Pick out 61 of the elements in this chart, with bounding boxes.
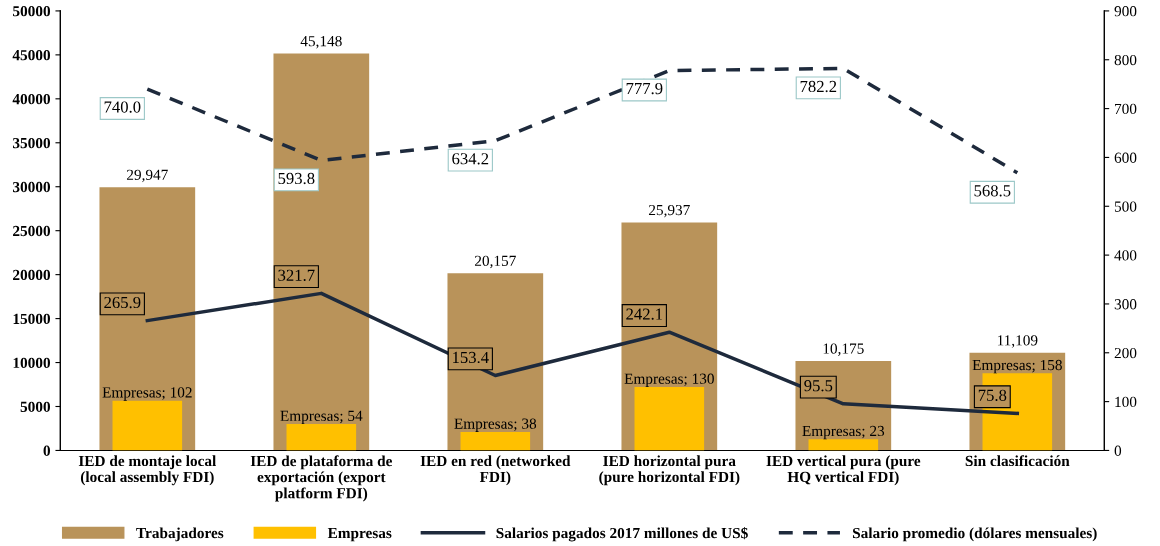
data-label: 10,175 [823,343,864,356]
data-label: 153.4 [453,351,489,364]
y2-tick-label: 500 [1114,201,1137,212]
x-tick-label: IED horizontal pura (pure horizontal FDI) [599,455,740,486]
x-tick-label: IED en red (networked FDI) [420,455,571,486]
data-label: 568.5 [974,185,1011,197]
y-tick-label: 10000 [13,357,51,368]
x-tick-label: IED de plataforma de exportación (export platform FDI) [250,455,393,502]
data-label: 782.2 [800,80,837,93]
bar [808,439,879,451]
bar [460,431,531,451]
data-label: Empresas; 38 [454,418,537,432]
data-label: 75.8 [978,389,1007,402]
y-tick-label: 50000 [13,6,51,17]
legend-label: Salarios pagados 2017 millones de US$ [496,526,748,542]
bar [286,424,357,451]
y-tick-label: 30000 [12,181,51,193]
y-tick-label: 0 [43,445,51,456]
data-label: Empresas; 158 [972,359,1062,374]
y-tick-label: 40000 [12,93,51,105]
y2-tick-label: 700 [1115,103,1137,115]
x-tick-label: Sin clasificación [965,455,1070,467]
data-label: Empresas; 54 [280,410,363,425]
y-tick-label: 25000 [13,225,51,237]
y2-tick-label: 800 [1114,54,1137,66]
bar [273,53,370,451]
x-tick-label: IED vertical pura (pure HQ vertical FDI) [766,455,921,486]
bar [634,386,705,451]
data-label: 265.9 [104,296,141,309]
data-label: 634.2 [452,153,489,165]
y-tick-label: 5000 [20,401,51,412]
data-label: 25,937 [648,204,690,218]
x-tick-label: IED de montaje local (local assembly FDI) [78,455,217,486]
data-label: Empresas; 23 [802,425,885,440]
data-label: 242.1 [626,308,663,320]
y-tick-label: 15000 [13,313,51,325]
data-label: Empresas; 102 [102,387,192,401]
data-label: Empresas; 130 [624,373,714,387]
data-label: 95.5 [804,380,833,392]
y2-tick-label: 100 [1115,396,1137,408]
y-tick-label: 35000 [12,137,51,149]
legend-label: Trabajadores [136,527,224,542]
y2-tick-label: 900 [1114,6,1137,17]
y2-tick-label: 300 [1114,299,1137,310]
data-label: 29,947 [126,169,168,183]
legend-label: Salario promedio (dólares mensuales) [852,527,1097,542]
data-label: 740.0 [104,101,141,113]
bar [112,400,183,451]
y2-tick-label: 200 [1114,347,1137,359]
legend-label: Empresas [327,528,392,542]
data-label: 45,148 [300,35,342,49]
y-tick-label: 45000 [12,50,51,61]
data-label: 20,157 [474,255,516,269]
data-label: 321.7 [278,269,315,281]
y-tick-label: 20000 [13,269,51,281]
y2-tick-label: 600 [1114,152,1137,163]
y2-tick-label: 400 [1114,250,1137,261]
data-label: 11,109 [997,335,1038,348]
data-label: 777.9 [626,82,663,95]
data-label: 593.8 [278,172,315,185]
y2-tick-label: 0 [1114,445,1122,456]
